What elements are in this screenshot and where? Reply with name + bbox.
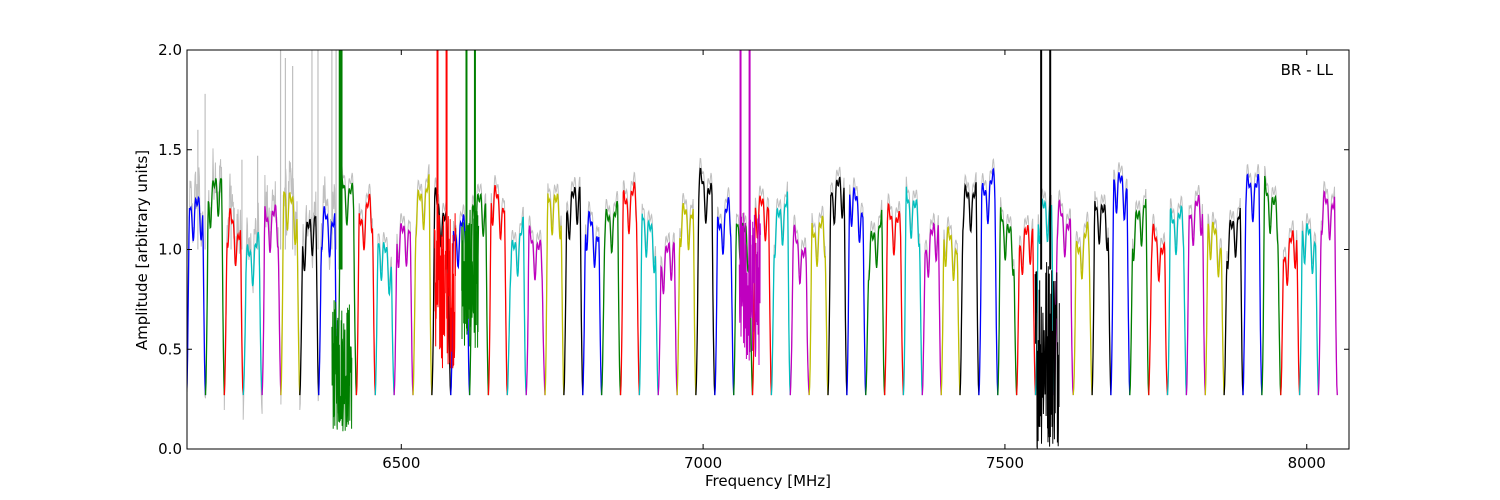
noisy-region-4 <box>738 212 761 366</box>
y-tick-label: 0.0 <box>158 440 182 458</box>
band-33-line <box>789 224 810 396</box>
band-5-line <box>261 204 282 396</box>
band-25-line <box>638 213 659 396</box>
band-12-line <box>393 223 414 396</box>
band-53-line <box>1166 204 1188 396</box>
band-20-line <box>544 193 565 396</box>
noisy-region-2 <box>434 213 457 369</box>
band-7-line <box>299 215 320 396</box>
band-38-line <box>883 202 905 396</box>
noisy-region-5 <box>1034 262 1060 449</box>
band-26-line <box>657 241 678 396</box>
band-55-line <box>1204 221 1225 396</box>
band-44-line <box>997 207 1018 396</box>
band-50-line <box>1110 172 1131 396</box>
band-16-line <box>468 192 490 396</box>
band-29-line <box>714 197 735 396</box>
band-24-line <box>619 181 641 396</box>
band-10-line <box>355 193 376 396</box>
band-52-line <box>1148 223 1169 396</box>
band-56-line <box>1223 207 1244 396</box>
band-32-line <box>770 191 791 396</box>
band-31-line <box>751 195 773 396</box>
band-27-line <box>676 202 697 396</box>
band-43-line <box>978 167 999 396</box>
band-4-line <box>242 231 263 396</box>
band-57-line <box>1242 173 1263 396</box>
noisy-region-1 <box>331 300 353 432</box>
y-tick-label: 2.0 <box>158 41 182 59</box>
y-tick-label: 0.5 <box>158 340 182 358</box>
band-23-line <box>600 200 622 396</box>
band-21-line <box>563 186 584 396</box>
band-3-line <box>223 208 244 396</box>
band-37-line <box>865 209 886 396</box>
band-2-line <box>204 177 225 396</box>
band-48-line <box>1072 221 1093 396</box>
x-tick-label: 7500 <box>986 454 1024 472</box>
band-8-line <box>318 206 339 396</box>
band-17-line <box>487 184 508 396</box>
band-59-line <box>1280 230 1301 396</box>
band-42-line <box>959 182 980 396</box>
y-axis-label: Amplitude [arbitrary units] <box>133 150 151 350</box>
x-axis-label: Frequency [MHz] <box>705 472 831 490</box>
x-tick-label: 8000 <box>1288 454 1326 472</box>
x-tick-label: 6500 <box>382 454 420 472</box>
band-40-line <box>921 222 942 396</box>
band-6-line <box>280 190 301 396</box>
band-54-line <box>1185 194 1206 396</box>
band-51-line <box>1129 198 1150 396</box>
band-18-line <box>506 216 527 396</box>
x-tick-label: 7000 <box>684 454 722 472</box>
y-tick-label: 1.5 <box>158 141 182 159</box>
series-layer <box>187 50 1338 449</box>
band-47-line <box>1053 199 1074 396</box>
band-41-line <box>940 225 961 396</box>
baseline-annotation: BR - LL <box>1281 61 1334 79</box>
plot-background <box>187 50 1349 449</box>
band-35-line <box>827 176 848 396</box>
band-61-line <box>1317 189 1338 396</box>
band-13-line <box>412 174 433 396</box>
band-39-line <box>902 186 923 396</box>
band-49-line <box>1091 201 1112 396</box>
band-60-line <box>1298 223 1320 396</box>
tick-layer: 6500 7000 7500 8000 0.0 0.5 1.0 1.5 2.0 <box>158 41 1349 472</box>
band-58-line <box>1261 175 1282 396</box>
band-28-line <box>695 167 716 396</box>
band-11-line <box>374 242 395 396</box>
band-45-line <box>1015 224 1037 396</box>
band-19-line <box>525 225 546 396</box>
band-22-line <box>582 210 603 396</box>
band-1-line <box>187 195 207 396</box>
y-tick-label: 1.0 <box>158 241 182 259</box>
band-34-line <box>808 215 829 396</box>
band-36-line <box>846 187 867 396</box>
